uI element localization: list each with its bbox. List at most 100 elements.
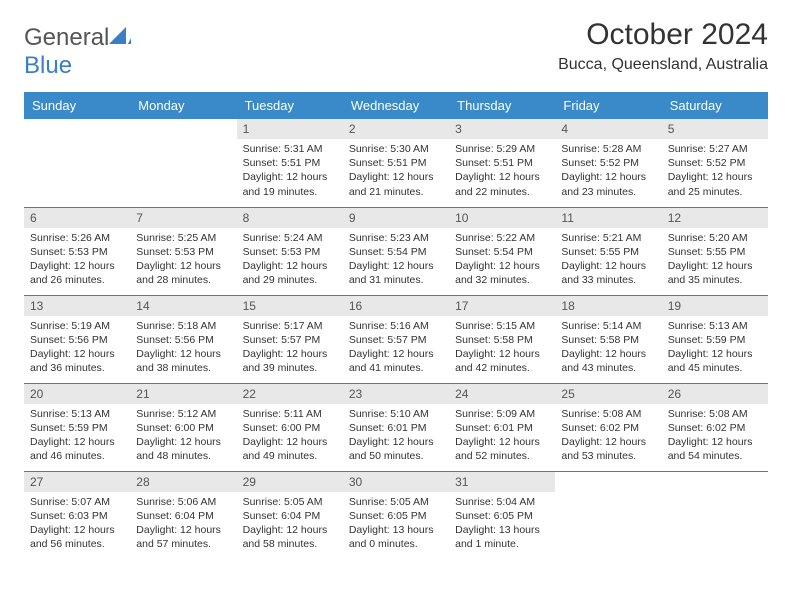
day-detail-line: and 43 minutes. [561,361,655,375]
day-detail-line: Sunset: 5:58 PM [561,333,655,347]
day-detail-line: Sunset: 5:53 PM [243,245,337,259]
day-detail-line: Sunset: 5:54 PM [349,245,443,259]
day-details: Sunrise: 5:12 AMSunset: 6:00 PMDaylight:… [130,404,236,470]
day-detail-line: Sunrise: 5:16 AM [349,319,443,333]
day-detail-line: and 31 minutes. [349,273,443,287]
day-number: 25 [555,384,661,404]
day-number: 9 [343,208,449,228]
day-cell-inner: 4Sunrise: 5:28 AMSunset: 5:52 PMDaylight… [555,119,661,205]
day-detail-line: and 39 minutes. [243,361,337,375]
calendar-table: SundayMondayTuesdayWednesdayThursdayFrid… [24,92,768,559]
day-detail-line: and 58 minutes. [243,537,337,551]
day-detail-line: and 25 minutes. [668,185,762,199]
day-details: Sunrise: 5:13 AMSunset: 5:59 PMDaylight:… [662,316,768,382]
day-detail-line: Sunrise: 5:26 AM [30,231,124,245]
day-detail-line: and 53 minutes. [561,449,655,463]
calendar-day-cell: 11Sunrise: 5:21 AMSunset: 5:55 PMDayligh… [555,207,661,295]
day-detail-line: Daylight: 12 hours [561,435,655,449]
day-cell-inner: 5Sunrise: 5:27 AMSunset: 5:52 PMDaylight… [662,119,768,205]
day-cell-inner: 28Sunrise: 5:06 AMSunset: 6:04 PMDayligh… [130,472,236,558]
day-detail-line: Daylight: 12 hours [349,435,443,449]
day-number: 28 [130,472,236,492]
day-detail-line: Daylight: 13 hours [455,523,549,537]
calendar-day-cell: 6Sunrise: 5:26 AMSunset: 5:53 PMDaylight… [24,207,130,295]
calendar-day-cell: 16Sunrise: 5:16 AMSunset: 5:57 PMDayligh… [343,295,449,383]
day-details: Sunrise: 5:13 AMSunset: 5:59 PMDaylight:… [24,404,130,470]
day-number: 13 [24,296,130,316]
day-details: Sunrise: 5:16 AMSunset: 5:57 PMDaylight:… [343,316,449,382]
calendar-day-cell: 10Sunrise: 5:22 AMSunset: 5:54 PMDayligh… [449,207,555,295]
calendar-day-cell: 3Sunrise: 5:29 AMSunset: 5:51 PMDaylight… [449,119,555,207]
day-detail-line: Daylight: 12 hours [668,170,762,184]
day-detail-line: Sunset: 5:56 PM [136,333,230,347]
day-detail-line: and 54 minutes. [668,449,762,463]
day-detail-line: Sunrise: 5:05 AM [349,495,443,509]
day-detail-line: Sunset: 6:02 PM [561,421,655,435]
day-detail-line: Sunrise: 5:27 AM [668,142,762,156]
day-detail-line: Sunset: 6:04 PM [243,509,337,523]
calendar-day-cell: 4Sunrise: 5:28 AMSunset: 5:52 PMDaylight… [555,119,661,207]
day-details: Sunrise: 5:30 AMSunset: 5:51 PMDaylight:… [343,139,449,205]
day-detail-line: Daylight: 12 hours [349,170,443,184]
day-details: Sunrise: 5:04 AMSunset: 6:05 PMDaylight:… [449,492,555,558]
day-detail-line: Daylight: 12 hours [349,259,443,273]
day-details: Sunrise: 5:20 AMSunset: 5:55 PMDaylight:… [662,228,768,294]
calendar-day-cell: 24Sunrise: 5:09 AMSunset: 6:01 PMDayligh… [449,383,555,471]
day-number: 12 [662,208,768,228]
day-detail-line: Sunset: 6:04 PM [136,509,230,523]
day-detail-line: Daylight: 12 hours [243,170,337,184]
day-detail-line: Sunrise: 5:11 AM [243,407,337,421]
day-detail-line: Daylight: 12 hours [455,435,549,449]
day-details: Sunrise: 5:14 AMSunset: 5:58 PMDaylight:… [555,316,661,382]
day-detail-line: and 46 minutes. [30,449,124,463]
day-cell-inner: 9Sunrise: 5:23 AMSunset: 5:54 PMDaylight… [343,208,449,294]
header: General Blue October 2024 Bucca, Queensl… [24,18,768,80]
day-header: Saturday [662,92,768,119]
day-detail-line: Daylight: 12 hours [243,523,337,537]
calendar-day-cell: 14Sunrise: 5:18 AMSunset: 5:56 PMDayligh… [130,295,236,383]
day-detail-line: Sunrise: 5:21 AM [561,231,655,245]
calendar-day-cell: 8Sunrise: 5:24 AMSunset: 5:53 PMDaylight… [237,207,343,295]
brand-logo: General Blue [24,18,131,80]
calendar-day-cell: 26Sunrise: 5:08 AMSunset: 6:02 PMDayligh… [662,383,768,471]
day-detail-line: and 32 minutes. [455,273,549,287]
calendar-day-cell: 27Sunrise: 5:07 AMSunset: 6:03 PMDayligh… [24,471,130,559]
day-detail-line: Sunrise: 5:15 AM [455,319,549,333]
day-details: Sunrise: 5:24 AMSunset: 5:53 PMDaylight:… [237,228,343,294]
day-details: Sunrise: 5:09 AMSunset: 6:01 PMDaylight:… [449,404,555,470]
day-detail-line: Sunrise: 5:17 AM [243,319,337,333]
calendar-empty-cell [662,471,768,559]
day-detail-line: Daylight: 12 hours [136,347,230,361]
day-detail-line: and 28 minutes. [136,273,230,287]
day-number: 2 [343,119,449,139]
day-number: 10 [449,208,555,228]
day-detail-line: Daylight: 12 hours [243,259,337,273]
calendar-week-row: 27Sunrise: 5:07 AMSunset: 6:03 PMDayligh… [24,471,768,559]
day-cell-inner: 15Sunrise: 5:17 AMSunset: 5:57 PMDayligh… [237,296,343,382]
day-detail-line: Daylight: 12 hours [668,435,762,449]
day-cell-inner: 21Sunrise: 5:12 AMSunset: 6:00 PMDayligh… [130,384,236,470]
day-cell-inner: 29Sunrise: 5:05 AMSunset: 6:04 PMDayligh… [237,472,343,558]
day-number: 6 [24,208,130,228]
day-cell-inner: 22Sunrise: 5:11 AMSunset: 6:00 PMDayligh… [237,384,343,470]
day-detail-line: Sunset: 5:51 PM [349,156,443,170]
day-number: 29 [237,472,343,492]
calendar-day-cell: 20Sunrise: 5:13 AMSunset: 5:59 PMDayligh… [24,383,130,471]
day-detail-line: Sunrise: 5:30 AM [349,142,443,156]
day-detail-line: and 26 minutes. [30,273,124,287]
calendar-week-row: 13Sunrise: 5:19 AMSunset: 5:56 PMDayligh… [24,295,768,383]
day-detail-line: and 50 minutes. [349,449,443,463]
day-detail-line: Daylight: 12 hours [136,523,230,537]
day-number: 19 [662,296,768,316]
day-detail-line: Sunrise: 5:13 AM [668,319,762,333]
day-detail-line: Daylight: 12 hours [668,347,762,361]
day-detail-line: and 48 minutes. [136,449,230,463]
day-detail-line: Daylight: 12 hours [136,435,230,449]
day-detail-line: Sunrise: 5:31 AM [243,142,337,156]
calendar-day-cell: 31Sunrise: 5:04 AMSunset: 6:05 PMDayligh… [449,471,555,559]
day-detail-line: Sunset: 5:59 PM [668,333,762,347]
day-detail-line: Sunrise: 5:29 AM [455,142,549,156]
calendar-day-cell: 12Sunrise: 5:20 AMSunset: 5:55 PMDayligh… [662,207,768,295]
day-detail-line: Daylight: 12 hours [30,259,124,273]
day-detail-line: and 0 minutes. [349,537,443,551]
